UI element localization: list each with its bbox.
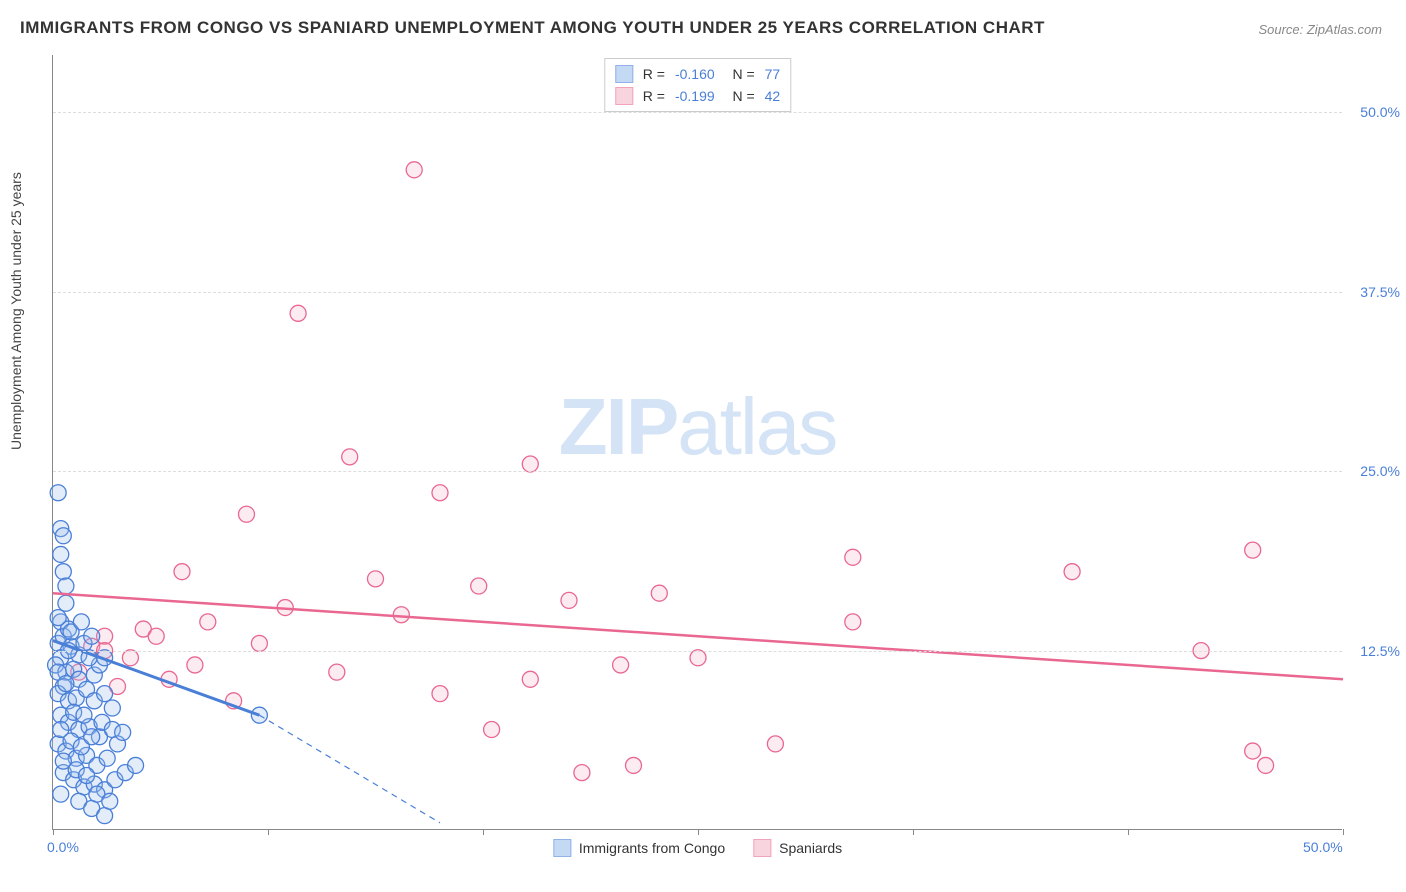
legend-n-value: 77 [765, 66, 781, 82]
data-point [76, 707, 92, 723]
data-point [200, 614, 216, 630]
data-point [406, 162, 422, 178]
x-tick-mark [268, 829, 269, 835]
legend-swatch [753, 839, 771, 857]
gridline [53, 292, 1342, 293]
legend-swatch [615, 87, 633, 105]
data-point [561, 592, 577, 608]
data-point [73, 614, 89, 630]
data-point [79, 767, 95, 783]
data-point [187, 657, 203, 673]
x-tick-mark [913, 829, 914, 835]
legend-r-value: -0.199 [675, 88, 715, 104]
gridline [53, 651, 1342, 652]
data-point [368, 571, 384, 587]
y-tick-label: 12.5% [1348, 643, 1400, 659]
scatter-chart [53, 55, 1343, 830]
data-point [104, 700, 120, 716]
legend-row: R = -0.160 N = 77 [615, 63, 780, 85]
data-point [58, 578, 74, 594]
correlation-legend: R = -0.160 N = 77R = -0.199 N = 42 [604, 58, 791, 112]
data-point [50, 610, 66, 626]
data-point [97, 686, 113, 702]
data-point [58, 676, 74, 692]
data-point [432, 686, 448, 702]
data-point [484, 722, 500, 738]
legend-swatch [615, 65, 633, 83]
data-point [174, 564, 190, 580]
data-point [845, 549, 861, 565]
x-tick-label: 0.0% [47, 839, 79, 855]
data-point [115, 724, 131, 740]
plot-area: ZIPatlas R = -0.160 N = 77R = -0.199 N =… [52, 55, 1342, 830]
legend-n-label: N = [725, 88, 755, 104]
data-point [53, 786, 69, 802]
x-tick-mark [53, 829, 54, 835]
data-point [432, 485, 448, 501]
x-tick-mark [1128, 829, 1129, 835]
data-point [1064, 564, 1080, 580]
y-tick-label: 50.0% [1348, 104, 1400, 120]
data-point [55, 528, 71, 544]
data-point [1245, 743, 1261, 759]
legend-n-value: 42 [765, 88, 781, 104]
data-point [122, 650, 138, 666]
data-point [1245, 542, 1261, 558]
data-point [626, 757, 642, 773]
data-point [522, 456, 538, 472]
y-axis-label: Unemployment Among Youth under 25 years [8, 172, 24, 450]
data-point [522, 671, 538, 687]
data-point [290, 305, 306, 321]
legend-label: Spaniards [779, 840, 842, 856]
data-point [471, 578, 487, 594]
data-point [239, 506, 255, 522]
source-attribution: Source: ZipAtlas.com [1258, 22, 1382, 37]
legend-swatch [553, 839, 571, 857]
data-point [128, 757, 144, 773]
x-tick-mark [483, 829, 484, 835]
data-point [651, 585, 667, 601]
data-point [690, 650, 706, 666]
data-point [342, 449, 358, 465]
data-point [393, 607, 409, 623]
legend-row: R = -0.199 N = 42 [615, 85, 780, 107]
legend-r-label: R = [643, 88, 665, 104]
gridline [53, 112, 1342, 113]
legend-n-label: N = [725, 66, 755, 82]
legend-item: Spaniards [753, 839, 842, 857]
legend-r-label: R = [643, 66, 665, 82]
series-legend: Immigrants from Congo Spaniards [553, 839, 842, 857]
data-point [148, 628, 164, 644]
data-point [329, 664, 345, 680]
x-tick-mark [1343, 829, 1344, 835]
data-point [50, 485, 66, 501]
x-tick-label: 50.0% [1303, 839, 1343, 855]
data-point [767, 736, 783, 752]
y-tick-label: 37.5% [1348, 284, 1400, 300]
data-point [845, 614, 861, 630]
legend-item: Immigrants from Congo [553, 839, 725, 857]
data-point [84, 729, 100, 745]
trend-line-extrapolation [259, 715, 440, 823]
legend-r-value: -0.160 [675, 66, 715, 82]
chart-title: IMMIGRANTS FROM CONGO VS SPANIARD UNEMPL… [20, 18, 1045, 38]
legend-label: Immigrants from Congo [579, 840, 725, 856]
data-point [53, 546, 69, 562]
data-point [251, 635, 267, 651]
data-point [102, 793, 118, 809]
data-point [99, 750, 115, 766]
data-point [574, 765, 590, 781]
data-point [84, 628, 100, 644]
data-point [97, 808, 113, 824]
x-tick-mark [698, 829, 699, 835]
gridline [53, 471, 1342, 472]
data-point [613, 657, 629, 673]
data-point [1258, 757, 1274, 773]
data-point [58, 595, 74, 611]
y-tick-label: 25.0% [1348, 463, 1400, 479]
data-point [55, 564, 71, 580]
